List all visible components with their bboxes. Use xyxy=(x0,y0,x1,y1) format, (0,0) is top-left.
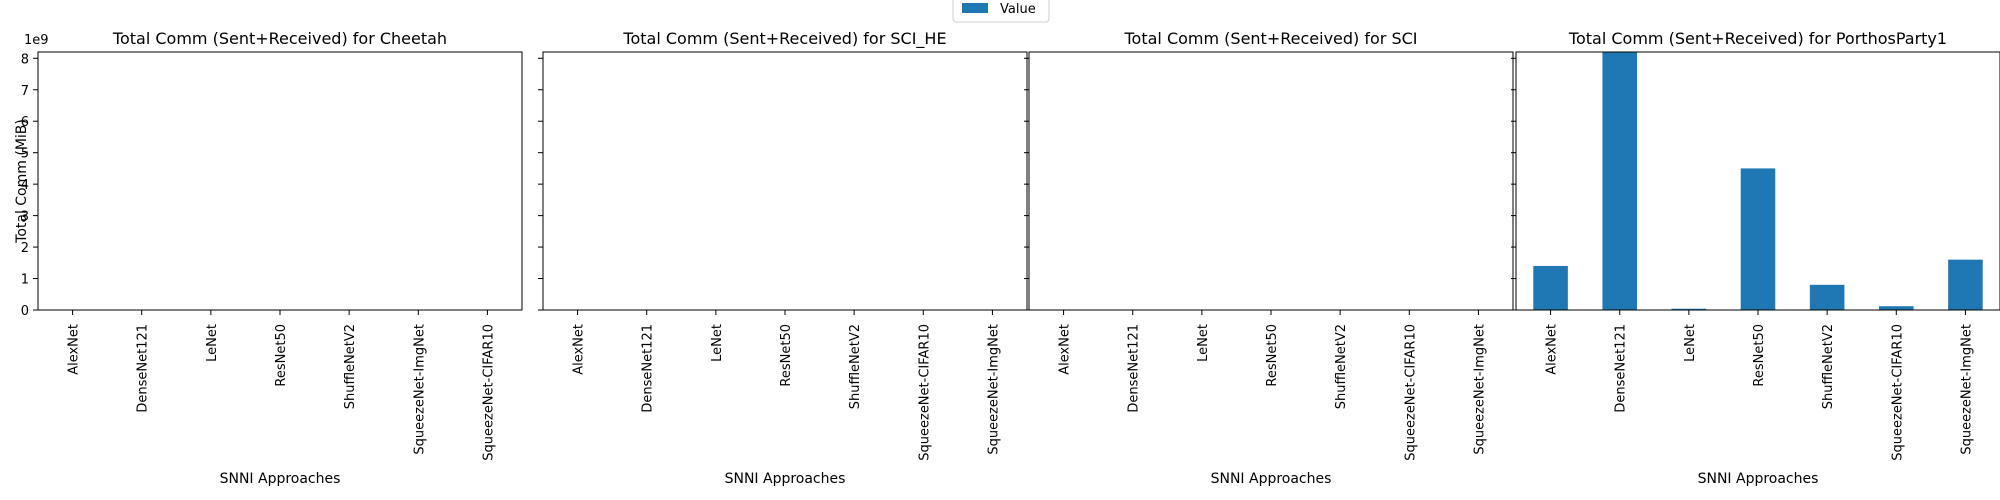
x-tick-label: SqueezeNet-ImgNet xyxy=(1472,324,1487,455)
x-tick-label: ResNet50 xyxy=(1752,324,1767,387)
subplot-title: Total Comm (Sent+Received) for SCI xyxy=(1124,29,1418,48)
bar-shufflenetv2 xyxy=(1809,284,1845,310)
x-tick-label: SqueezeNet-CIFAR10 xyxy=(917,324,932,461)
x-tick-label: ShuffleNetV2 xyxy=(848,324,863,409)
y-tick-label: 1 xyxy=(21,273,29,288)
bar-squeezenet-cifar10 xyxy=(1879,306,1914,310)
x-axis-label: SNNI Approaches xyxy=(1211,471,1332,487)
bar-lenet xyxy=(1671,308,1707,310)
y-tick-label: 3 xyxy=(21,210,29,225)
y-tick-label: 8 xyxy=(21,52,29,67)
subplot-1: 0 1 2 3 4 5 6 7 8 AlexNet DenseNet121 LeNet ResNet50… xyxy=(14,29,523,487)
x-tick-label: SqueezeNet-CIFAR10 xyxy=(1403,324,1418,461)
x-tick-label: AlexNet xyxy=(67,324,82,375)
x-tick-label: LeNet xyxy=(1683,324,1698,362)
legend-label: Value xyxy=(1000,2,1036,17)
subplot-title: Total Comm (Sent+Received) for PorthosPa… xyxy=(1568,29,1947,48)
bar-alexnet xyxy=(1533,265,1568,310)
x-tick-label: DenseNet121 xyxy=(1127,324,1142,413)
x-tick-label: SqueezeNet-CIFAR10 xyxy=(481,324,496,461)
axes-frame xyxy=(37,51,523,311)
subplot-2: AlexNet DenseNet121 LeNet ResNet50 ShuffleNe… xyxy=(538,29,1028,487)
y-tick-label: 6 xyxy=(21,115,29,130)
x-tick-label: ResNet50 xyxy=(274,324,289,387)
x-tick-label: DenseNet121 xyxy=(641,324,656,413)
bar-densenet121 xyxy=(1602,52,1637,310)
x-tick-label: AlexNet xyxy=(1545,324,1560,375)
axes-frame xyxy=(1028,51,1514,311)
x-tick-label: DenseNet121 xyxy=(1614,324,1629,413)
subplot-4: AlexNet DenseNet121 LeNet ResNet50 ShuffleNe… xyxy=(1511,29,2000,487)
x-tick-label: AlexNet xyxy=(572,324,587,375)
x-tick-label: ResNet50 xyxy=(1265,324,1280,387)
legend-swatch xyxy=(962,3,988,13)
bar-squeezenet-imgnet xyxy=(1948,259,1983,310)
subplot-3: AlexNet DenseNet121 LeNet ResNet50 ShuffleNe… xyxy=(1024,29,1514,487)
y-axis-label: Total Comm (MiB) xyxy=(14,119,30,244)
subplot-title: Total Comm (Sent+Received) for SCI_HE xyxy=(622,29,946,49)
y-tick-label: 5 xyxy=(21,147,29,162)
x-axis-label: SNNI Approaches xyxy=(220,471,341,487)
x-tick-label: LeNet xyxy=(1196,324,1211,362)
y-tick-label: 7 xyxy=(21,84,29,99)
y-tick-label: 4 xyxy=(21,178,29,193)
x-tick-label: LeNet xyxy=(710,324,725,362)
y-offset-label: 1e9 xyxy=(24,33,49,48)
x-tick-label: SqueezeNet-ImgNet xyxy=(986,324,1001,455)
x-tick-label: LeNet xyxy=(205,324,220,362)
legend: Value xyxy=(952,0,1050,23)
panels: 0 1 2 3 4 5 6 7 8 AlexNet DenseNet121 LeNet ResNet50… xyxy=(14,29,2000,487)
y-tick-label: 2 xyxy=(21,241,29,256)
axes-frame xyxy=(542,51,1028,311)
x-axis-label: SNNI Approaches xyxy=(1698,471,1819,487)
x-tick-label: DenseNet121 xyxy=(136,324,151,413)
x-tick-label: ResNet50 xyxy=(779,324,794,387)
y-tick-label: 0 xyxy=(21,304,29,319)
x-tick-label: SqueezeNet-CIFAR10 xyxy=(1890,324,1905,461)
x-tick-label: ShuffleNetV2 xyxy=(1821,324,1836,409)
x-tick-label: SqueezeNet-ImgNet xyxy=(412,324,427,455)
x-tick-label: AlexNet xyxy=(1058,324,1073,375)
bar-resnet50 xyxy=(1740,168,1776,310)
x-tick-label: SqueezeNet-ImgNet xyxy=(1959,324,1974,455)
x-tick-label: ShuffleNetV2 xyxy=(1334,324,1349,409)
subplot-title: Total Comm (Sent+Received) for Cheetah xyxy=(112,29,447,48)
x-axis-label: SNNI Approaches xyxy=(725,471,846,487)
x-tick-label: ShuffleNetV2 xyxy=(343,324,358,409)
